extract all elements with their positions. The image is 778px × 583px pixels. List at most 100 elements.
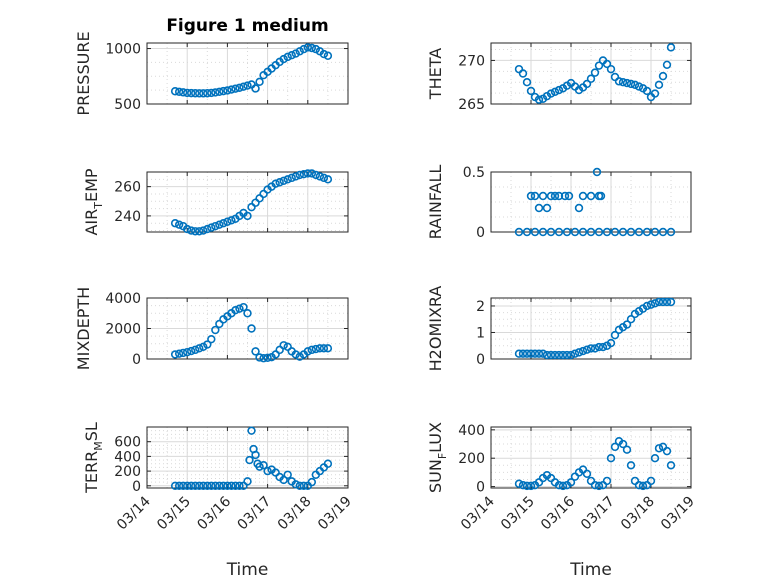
data-point (271, 179, 280, 188)
data-point (526, 349, 536, 358)
data-point (303, 347, 312, 356)
data-point (642, 86, 652, 96)
data-point (654, 444, 664, 453)
y-tick-label: 400 (114, 449, 141, 465)
data-point (283, 470, 292, 479)
data-point (255, 462, 264, 471)
data-point (582, 79, 592, 89)
panel-air_temp: 240 260 AIRTEMP (82, 168, 349, 236)
data-point (546, 191, 556, 201)
data-point (574, 348, 584, 357)
data-point (299, 169, 308, 179)
x-tick-label: 03/14 (458, 493, 498, 533)
data-point (594, 481, 604, 491)
y-axis-label: RAINFALL (426, 165, 445, 240)
data-point (247, 426, 256, 435)
data-point (602, 59, 612, 69)
data-point (622, 78, 632, 88)
data-point (578, 227, 588, 237)
data-point (207, 334, 216, 344)
data-point (570, 227, 580, 237)
data-point (219, 219, 228, 228)
data-point (191, 227, 200, 236)
data-point (295, 481, 304, 490)
x-tick-label: 03/15 (154, 494, 194, 534)
data-point (642, 227, 652, 237)
chart-title: Figure 1 medium (166, 16, 328, 36)
y-tick-label: 400 (458, 423, 485, 439)
data-point (311, 170, 321, 180)
data-point (658, 227, 668, 237)
x-tick-label: 03/16 (538, 493, 578, 533)
data-point (598, 342, 608, 352)
data-point (227, 216, 236, 225)
data-point (582, 345, 592, 354)
panel-rainfall: 0 0.5 RAINFALL (426, 165, 692, 241)
data-point (514, 349, 524, 358)
data-point (550, 350, 560, 360)
data-point (203, 340, 212, 349)
data-point (518, 69, 528, 78)
data-point (183, 347, 192, 357)
data-point (170, 219, 180, 228)
data-point (650, 227, 660, 237)
data-point (518, 480, 528, 490)
data-point (231, 306, 240, 315)
data-point (215, 87, 224, 97)
data-point (538, 191, 548, 201)
data-point (174, 87, 184, 97)
data-point (251, 347, 260, 356)
data-point (618, 78, 628, 87)
data-point (538, 349, 548, 358)
data-point (618, 439, 628, 449)
data-point (291, 480, 300, 489)
data-point (550, 191, 560, 201)
data-point (662, 446, 672, 456)
data-point (170, 350, 180, 359)
data-point (203, 89, 212, 98)
data-point (211, 221, 220, 231)
data-point (522, 78, 532, 87)
axes-box (490, 297, 692, 360)
data-point (658, 297, 668, 307)
data-point (570, 349, 580, 358)
data-point (187, 226, 196, 235)
data-point (223, 481, 232, 490)
data-point (199, 89, 208, 98)
data-point (319, 49, 329, 59)
data-point (634, 227, 644, 237)
data-point (666, 43, 676, 52)
y-tick-label: 0 (132, 479, 141, 495)
data-point (622, 445, 632, 454)
data-point (558, 350, 568, 360)
axes-box (146, 171, 349, 233)
data-point (566, 350, 576, 360)
y-axis-label: MIXDEPTH (74, 287, 93, 370)
data-point (243, 211, 252, 221)
data-point (315, 344, 325, 353)
data-point (183, 224, 192, 234)
y-tick-label: 0 (132, 352, 141, 368)
data-point (323, 175, 333, 184)
data-point (558, 481, 568, 491)
data-point (522, 227, 532, 237)
y-tick-label: 1000 (105, 42, 141, 58)
x-tick-label: 03/16 (194, 493, 234, 533)
data-point (235, 304, 244, 313)
y-tick-label: 600 (114, 435, 141, 451)
data-point (590, 344, 600, 353)
data-point (610, 442, 620, 452)
data-point (658, 71, 668, 81)
data-point (542, 350, 552, 360)
data-point (207, 481, 216, 490)
data-point (522, 481, 532, 491)
data-point (594, 342, 604, 352)
data-point (170, 87, 180, 96)
data-point (646, 476, 656, 486)
data-point (626, 315, 636, 324)
data-point (191, 345, 200, 355)
data-point (283, 175, 292, 184)
data-point (638, 481, 648, 491)
data-point (231, 84, 240, 93)
data-point (183, 88, 192, 98)
